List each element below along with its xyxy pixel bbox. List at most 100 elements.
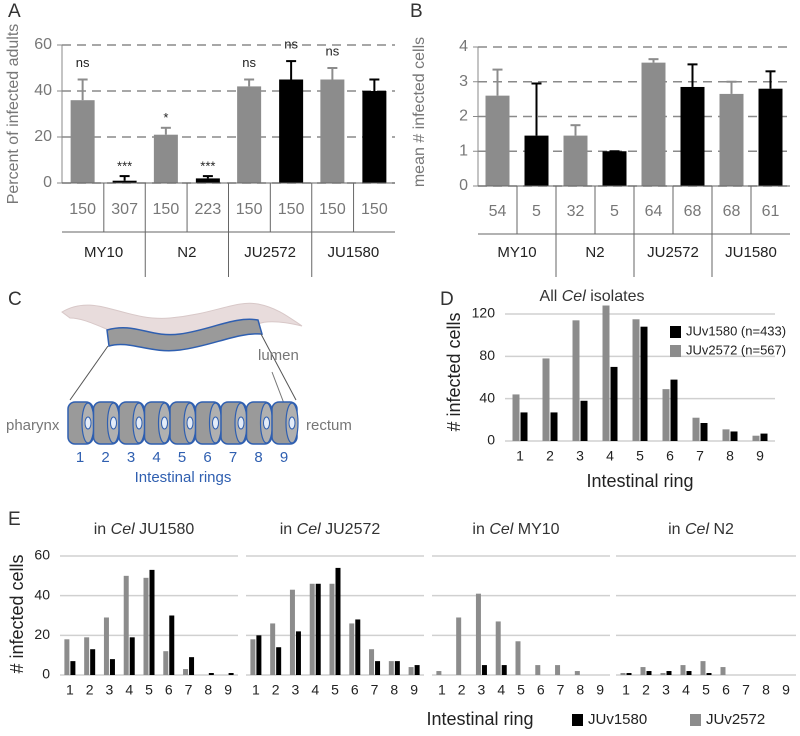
legend-label: JUv1580 (n=433) bbox=[686, 323, 786, 338]
y-axis-label: # infected cells bbox=[444, 312, 464, 431]
title-part: Cel bbox=[297, 521, 321, 538]
legend-swatch bbox=[690, 714, 701, 726]
y-axis-label: Percent of infected adults bbox=[5, 24, 22, 205]
bar bbox=[436, 671, 442, 675]
title-part: Cel bbox=[685, 521, 709, 538]
n-label: 64 bbox=[645, 203, 663, 220]
n-label: 32 bbox=[567, 203, 585, 220]
x-tick-label: 5 bbox=[702, 682, 710, 698]
bar bbox=[295, 631, 301, 675]
n-label: 223 bbox=[195, 201, 222, 218]
chart-title: in Cel JU1580 bbox=[94, 521, 195, 538]
bar bbox=[580, 400, 588, 441]
bar bbox=[153, 134, 178, 183]
bar bbox=[189, 657, 195, 675]
zoom-line bbox=[260, 333, 297, 401]
x-tick-label: 9 bbox=[596, 682, 604, 698]
bar bbox=[535, 665, 541, 675]
x-tick-label: 2 bbox=[642, 682, 650, 698]
legend-swatch bbox=[670, 345, 681, 357]
x-tick-label: 1 bbox=[438, 682, 446, 698]
y-tick-label: 40 bbox=[34, 586, 50, 602]
bar bbox=[626, 673, 632, 675]
bar bbox=[276, 647, 282, 675]
panel-letter: E bbox=[8, 509, 21, 530]
bar bbox=[512, 394, 520, 441]
bar bbox=[456, 617, 462, 675]
bar bbox=[666, 671, 672, 675]
x-tick-label: 2 bbox=[546, 448, 554, 464]
title-part: N2 bbox=[713, 521, 734, 538]
bar bbox=[662, 389, 670, 441]
bar bbox=[237, 86, 262, 183]
x-tick-label: 3 bbox=[478, 682, 486, 698]
bar bbox=[520, 412, 528, 441]
bar bbox=[329, 583, 335, 675]
x-tick-label: 3 bbox=[662, 682, 670, 698]
bar bbox=[90, 649, 96, 675]
bar bbox=[632, 319, 640, 441]
x-tick-label: 7 bbox=[371, 682, 379, 698]
bar bbox=[501, 665, 507, 675]
x-tick-label: 1 bbox=[622, 682, 630, 698]
bar bbox=[572, 320, 580, 441]
x-tick-label: 4 bbox=[125, 682, 133, 698]
x-tick-label: 2 bbox=[272, 682, 280, 698]
title-part: JU1580 bbox=[139, 521, 194, 538]
ring-lumen bbox=[212, 416, 219, 430]
y-tick-label: 20 bbox=[34, 128, 52, 145]
bar bbox=[680, 86, 705, 186]
bar bbox=[563, 135, 588, 186]
bar bbox=[719, 93, 744, 186]
bar bbox=[149, 569, 155, 675]
n-label: 68 bbox=[723, 203, 741, 220]
x-axis-label: Intestinal ring bbox=[586, 471, 693, 491]
bar bbox=[270, 623, 276, 675]
ring-number: 6 bbox=[203, 449, 211, 466]
title-part: Cel bbox=[562, 288, 586, 305]
bar bbox=[620, 673, 626, 675]
bar bbox=[641, 62, 666, 187]
ring-number: 8 bbox=[254, 449, 262, 466]
title-part: MY10 bbox=[518, 521, 560, 538]
x-tick-label: 4 bbox=[497, 682, 505, 698]
legend-label: JUv2572 (n=567) bbox=[686, 342, 786, 357]
bar bbox=[123, 575, 129, 675]
x-tick-label: 8 bbox=[726, 448, 734, 464]
ring-lumen bbox=[110, 416, 117, 430]
group-label: JU1580 bbox=[328, 244, 380, 261]
bar bbox=[183, 669, 189, 675]
bar bbox=[169, 615, 175, 675]
bar bbox=[692, 417, 700, 441]
bar bbox=[515, 641, 521, 675]
bar bbox=[700, 661, 706, 675]
n-label: 5 bbox=[610, 203, 619, 220]
y-tick-label: 120 bbox=[472, 305, 496, 321]
x-tick-label: 9 bbox=[410, 682, 418, 698]
bar bbox=[555, 665, 561, 675]
y-tick-label: 0 bbox=[487, 432, 495, 448]
title-part: isolates bbox=[590, 288, 644, 305]
x-tick-label: 8 bbox=[576, 682, 584, 698]
title-part: in bbox=[94, 521, 106, 538]
bar bbox=[706, 673, 712, 675]
group-label: MY10 bbox=[84, 244, 123, 261]
n-label: 68 bbox=[684, 203, 702, 220]
ring-lumen bbox=[135, 416, 143, 430]
bar bbox=[70, 661, 76, 675]
x-tick-label: 7 bbox=[742, 682, 750, 698]
bar bbox=[646, 671, 652, 675]
title-part: in bbox=[668, 521, 680, 538]
bar bbox=[495, 621, 501, 675]
x-tick-label: 7 bbox=[696, 448, 704, 464]
x-axis-label: Intestinal ring bbox=[426, 709, 533, 729]
title-part: Cel bbox=[489, 521, 513, 538]
n-label: 5 bbox=[532, 203, 541, 220]
bar bbox=[355, 619, 361, 675]
bar bbox=[602, 151, 627, 186]
bar bbox=[70, 100, 95, 183]
bar bbox=[143, 577, 149, 675]
y-axis-label: # infected cells bbox=[7, 554, 27, 673]
n-label: 150 bbox=[319, 201, 346, 218]
